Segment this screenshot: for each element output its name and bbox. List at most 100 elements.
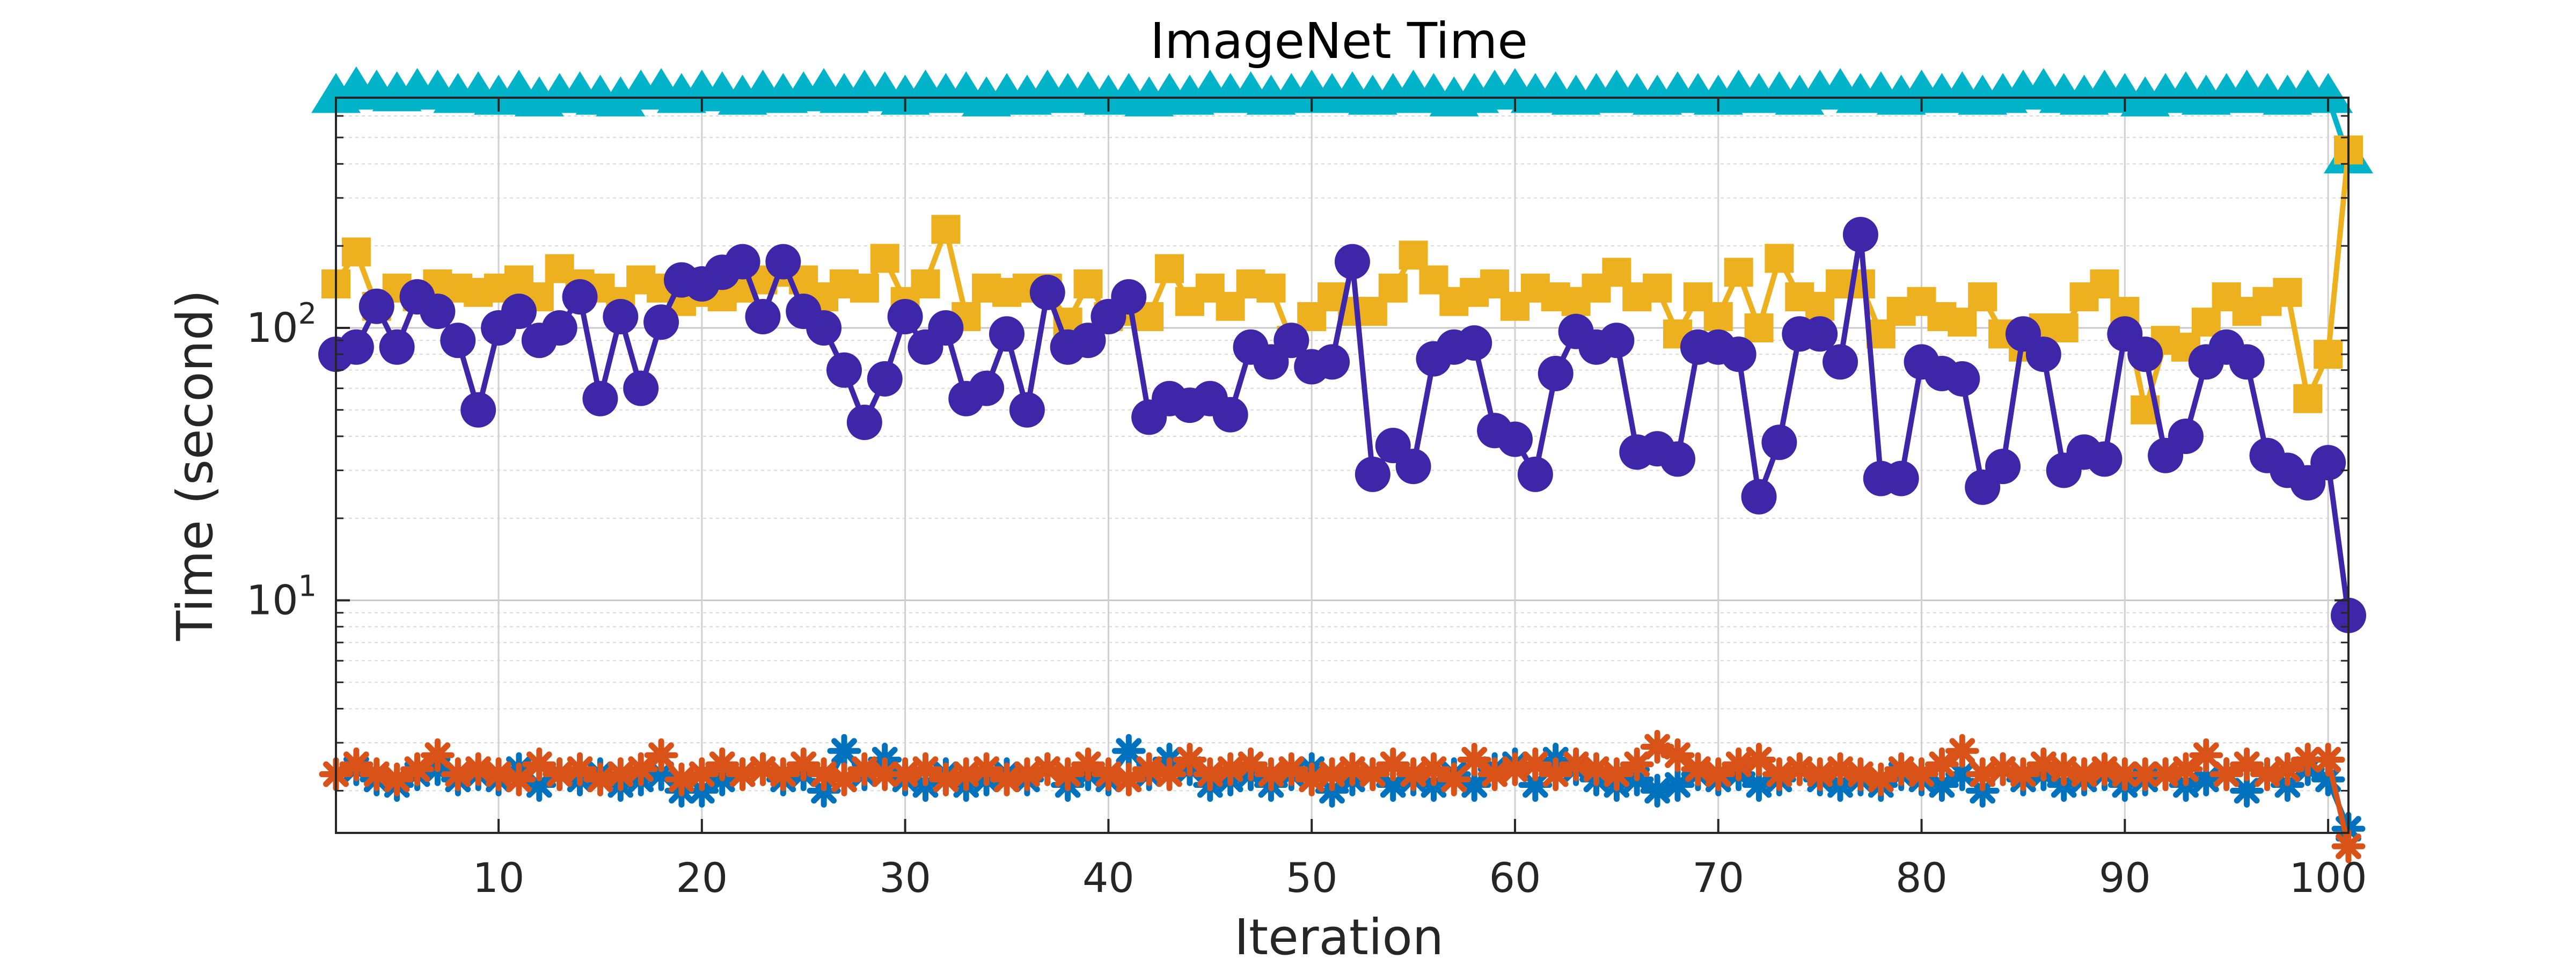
chart-title: ImageNet Time bbox=[1150, 12, 1528, 70]
x-tick-label: 50 bbox=[1286, 854, 1338, 902]
marker-orange-asterisk bbox=[1782, 752, 1817, 786]
marker-indigo-circle bbox=[2168, 418, 2204, 454]
marker-indigo-circle bbox=[1274, 323, 1309, 358]
marker-orange-asterisk bbox=[1356, 757, 1390, 792]
marker-orange-asterisk bbox=[2331, 829, 2366, 863]
marker-yellow-square bbox=[1399, 240, 1428, 270]
marker-orange-asterisk bbox=[1660, 738, 1695, 772]
marker-orange-asterisk bbox=[1294, 762, 1329, 796]
x-tick-label: 30 bbox=[879, 854, 931, 902]
marker-indigo-circle bbox=[1802, 316, 1838, 352]
x-axis-title: Iteration bbox=[1234, 909, 1444, 966]
marker-orange-asterisk bbox=[441, 757, 475, 792]
marker-indigo-circle bbox=[1009, 392, 1045, 428]
marker-indigo-circle bbox=[1212, 397, 1248, 433]
marker-indigo-circle bbox=[582, 380, 618, 416]
marker-orange-asterisk bbox=[1437, 762, 1471, 796]
marker-indigo-circle bbox=[969, 370, 1005, 406]
marker-indigo-circle bbox=[2087, 441, 2123, 477]
marker-orange-asterisk bbox=[2006, 757, 2040, 792]
marker-orange-asterisk bbox=[705, 747, 740, 781]
marker-orange-asterisk bbox=[1030, 752, 1065, 786]
marker-orange-asterisk bbox=[1803, 757, 1837, 792]
marker-orange-asterisk bbox=[1965, 757, 2000, 792]
x-tick-label: 70 bbox=[1692, 854, 1744, 902]
marker-yellow-square bbox=[1703, 302, 1733, 331]
marker-indigo-circle bbox=[2229, 344, 2265, 380]
marker-orange-asterisk bbox=[1498, 752, 1532, 786]
marker-orange-asterisk bbox=[766, 757, 800, 792]
marker-orange-asterisk bbox=[786, 747, 821, 781]
marker-orange-asterisk bbox=[1193, 757, 1227, 792]
marker-orange-asterisk bbox=[2067, 757, 2102, 792]
marker-indigo-circle bbox=[603, 298, 639, 334]
marker-orange-asterisk bbox=[1335, 752, 1370, 786]
marker-indigo-circle bbox=[1761, 425, 1797, 460]
marker-indigo-circle bbox=[623, 370, 659, 406]
marker-orange-asterisk bbox=[1701, 757, 1736, 792]
marker-blue-asterisk bbox=[1518, 768, 1553, 802]
x-tick-label: 100 bbox=[2289, 854, 2367, 902]
marker-orange-asterisk bbox=[1924, 747, 1959, 781]
marker-indigo-circle bbox=[1497, 421, 1533, 457]
marker-orange-asterisk bbox=[1315, 757, 1349, 792]
marker-orange-asterisk bbox=[1396, 757, 1431, 792]
marker-yellow-square bbox=[341, 237, 371, 267]
marker-orange-asterisk bbox=[888, 757, 923, 792]
marker-orange-asterisk bbox=[1945, 734, 1979, 768]
marker-orange-asterisk bbox=[1152, 757, 1187, 792]
marker-orange-asterisk bbox=[2250, 757, 2284, 792]
marker-orange-asterisk bbox=[969, 752, 1004, 786]
marker-orange-asterisk bbox=[1539, 757, 1573, 792]
y-axis-title: Time (second) bbox=[166, 290, 224, 641]
marker-indigo-circle bbox=[460, 392, 496, 428]
marker-orange-asterisk bbox=[1640, 730, 1674, 764]
marker-orange-asterisk bbox=[360, 757, 394, 792]
marker-orange-asterisk bbox=[1254, 757, 1288, 792]
marker-indigo-circle bbox=[379, 329, 415, 365]
marker-indigo-circle bbox=[1721, 336, 1757, 372]
marker-orange-asterisk bbox=[502, 762, 536, 796]
marker-indigo-circle bbox=[1538, 355, 1574, 391]
marker-indigo-circle bbox=[1111, 279, 1147, 315]
x-tick-labels: 10 20 30 40 50 60 70 80 90 100 bbox=[473, 854, 2367, 902]
y-tick-labels: 102 101 bbox=[246, 297, 317, 624]
marker-orange-asterisk bbox=[2311, 743, 2345, 777]
marker-indigo-circle bbox=[928, 310, 964, 346]
marker-yellow-square bbox=[2191, 308, 2221, 337]
marker-orange-asterisk bbox=[2148, 757, 2183, 792]
marker-orange-asterisk bbox=[1010, 757, 1044, 792]
marker-orange-asterisk bbox=[1091, 757, 1125, 792]
marker-orange-asterisk bbox=[2230, 747, 2264, 781]
marker-blue-asterisk bbox=[644, 757, 678, 792]
marker-indigo-circle bbox=[2127, 336, 2163, 372]
marker-blue-asterisk bbox=[1376, 768, 1410, 802]
marker-orange-asterisk bbox=[1599, 757, 1634, 792]
marker-yellow-square bbox=[1744, 313, 1774, 342]
marker-orange-asterisk bbox=[1417, 752, 1451, 786]
marker-orange-asterisk bbox=[1884, 752, 1919, 786]
marker-yellow-square bbox=[1765, 244, 1794, 273]
marker-indigo-circle bbox=[826, 352, 862, 388]
marker-orange-asterisk bbox=[685, 757, 719, 792]
marker-indigo-circle bbox=[846, 405, 882, 441]
marker-yellow-square bbox=[1256, 273, 1286, 303]
marker-blue-asterisk bbox=[2311, 762, 2345, 796]
marker-indigo-circle bbox=[867, 361, 903, 397]
marker-indigo-circle bbox=[1457, 325, 1492, 361]
series-indigo-circle bbox=[318, 217, 2366, 633]
series-line-indigo-circle bbox=[335, 232, 2351, 616]
marker-orange-asterisk bbox=[2270, 752, 2304, 786]
marker-orange-asterisk bbox=[1843, 757, 1878, 792]
marker-yellow-square bbox=[870, 244, 899, 273]
marker-indigo-circle bbox=[1883, 460, 1919, 496]
marker-orange-asterisk bbox=[1823, 752, 1857, 786]
marker-orange-asterisk bbox=[664, 762, 699, 796]
marker-indigo-circle bbox=[724, 244, 760, 280]
marker-indigo-circle bbox=[1517, 456, 1553, 492]
marker-orange-asterisk bbox=[1274, 752, 1308, 786]
marker-orange-asterisk bbox=[1559, 747, 1593, 781]
marker-orange-asterisk bbox=[868, 757, 902, 792]
y-tick-label: 101 bbox=[246, 569, 317, 624]
marker-indigo-circle bbox=[420, 294, 456, 330]
